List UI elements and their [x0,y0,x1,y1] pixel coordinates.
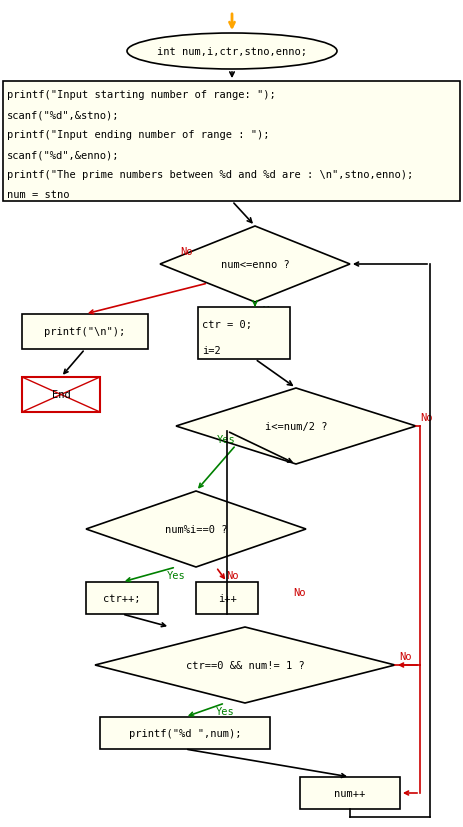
Polygon shape [160,227,350,303]
Bar [198,308,290,360]
Text: scanf("%d",&stno);: scanf("%d",&stno); [7,110,119,120]
Ellipse shape [127,34,337,70]
Text: num%i==0 ?: num%i==0 ? [165,524,227,534]
Text: Yes: Yes [217,434,236,444]
Bar [86,582,158,614]
Polygon shape [176,389,416,465]
Bar [196,582,258,614]
Text: num = stno: num = stno [7,189,69,200]
Text: num<=enno ?: num<=enno ? [221,260,289,270]
Text: No: No [399,651,412,662]
Text: End: End [52,390,70,400]
Text: printf("Input starting number of range: ");: printf("Input starting number of range: … [7,90,276,100]
Bar [3,82,460,202]
Text: i=2: i=2 [202,346,221,356]
Text: No: No [293,587,306,597]
Bar [300,777,400,809]
Text: int num,i,ctr,stno,enno;: int num,i,ctr,stno,enno; [157,47,307,57]
Polygon shape [86,491,306,567]
Text: No: No [180,246,193,256]
Bar [100,717,270,749]
Text: printf("Input ending number of range : ");: printf("Input ending number of range : "… [7,130,269,140]
Text: No: No [226,571,238,581]
Text: i<=num/2 ?: i<=num/2 ? [265,422,327,432]
Text: printf("%d ",num);: printf("%d ",num); [129,728,241,739]
Text: Yes: Yes [167,571,185,581]
Bar [22,314,148,350]
Text: Yes: Yes [216,706,234,716]
Text: num++: num++ [334,788,366,798]
Text: ctr++;: ctr++; [103,593,141,603]
Text: i++: i++ [218,593,237,603]
Polygon shape [95,627,395,703]
Text: Yes: Yes [263,306,282,316]
Text: scanf("%d",&enno);: scanf("%d",&enno); [7,150,119,160]
Text: printf("\n");: printf("\n"); [44,327,125,337]
Text: printf("The prime numbers between %d and %d are : \n",stno,enno);: printf("The prime numbers between %d and… [7,170,413,179]
Text: No: No [420,413,432,423]
Bar [22,378,100,413]
Text: ctr==0 && num!= 1 ?: ctr==0 && num!= 1 ? [186,660,304,670]
Text: ctr = 0;: ctr = 0; [202,319,252,329]
